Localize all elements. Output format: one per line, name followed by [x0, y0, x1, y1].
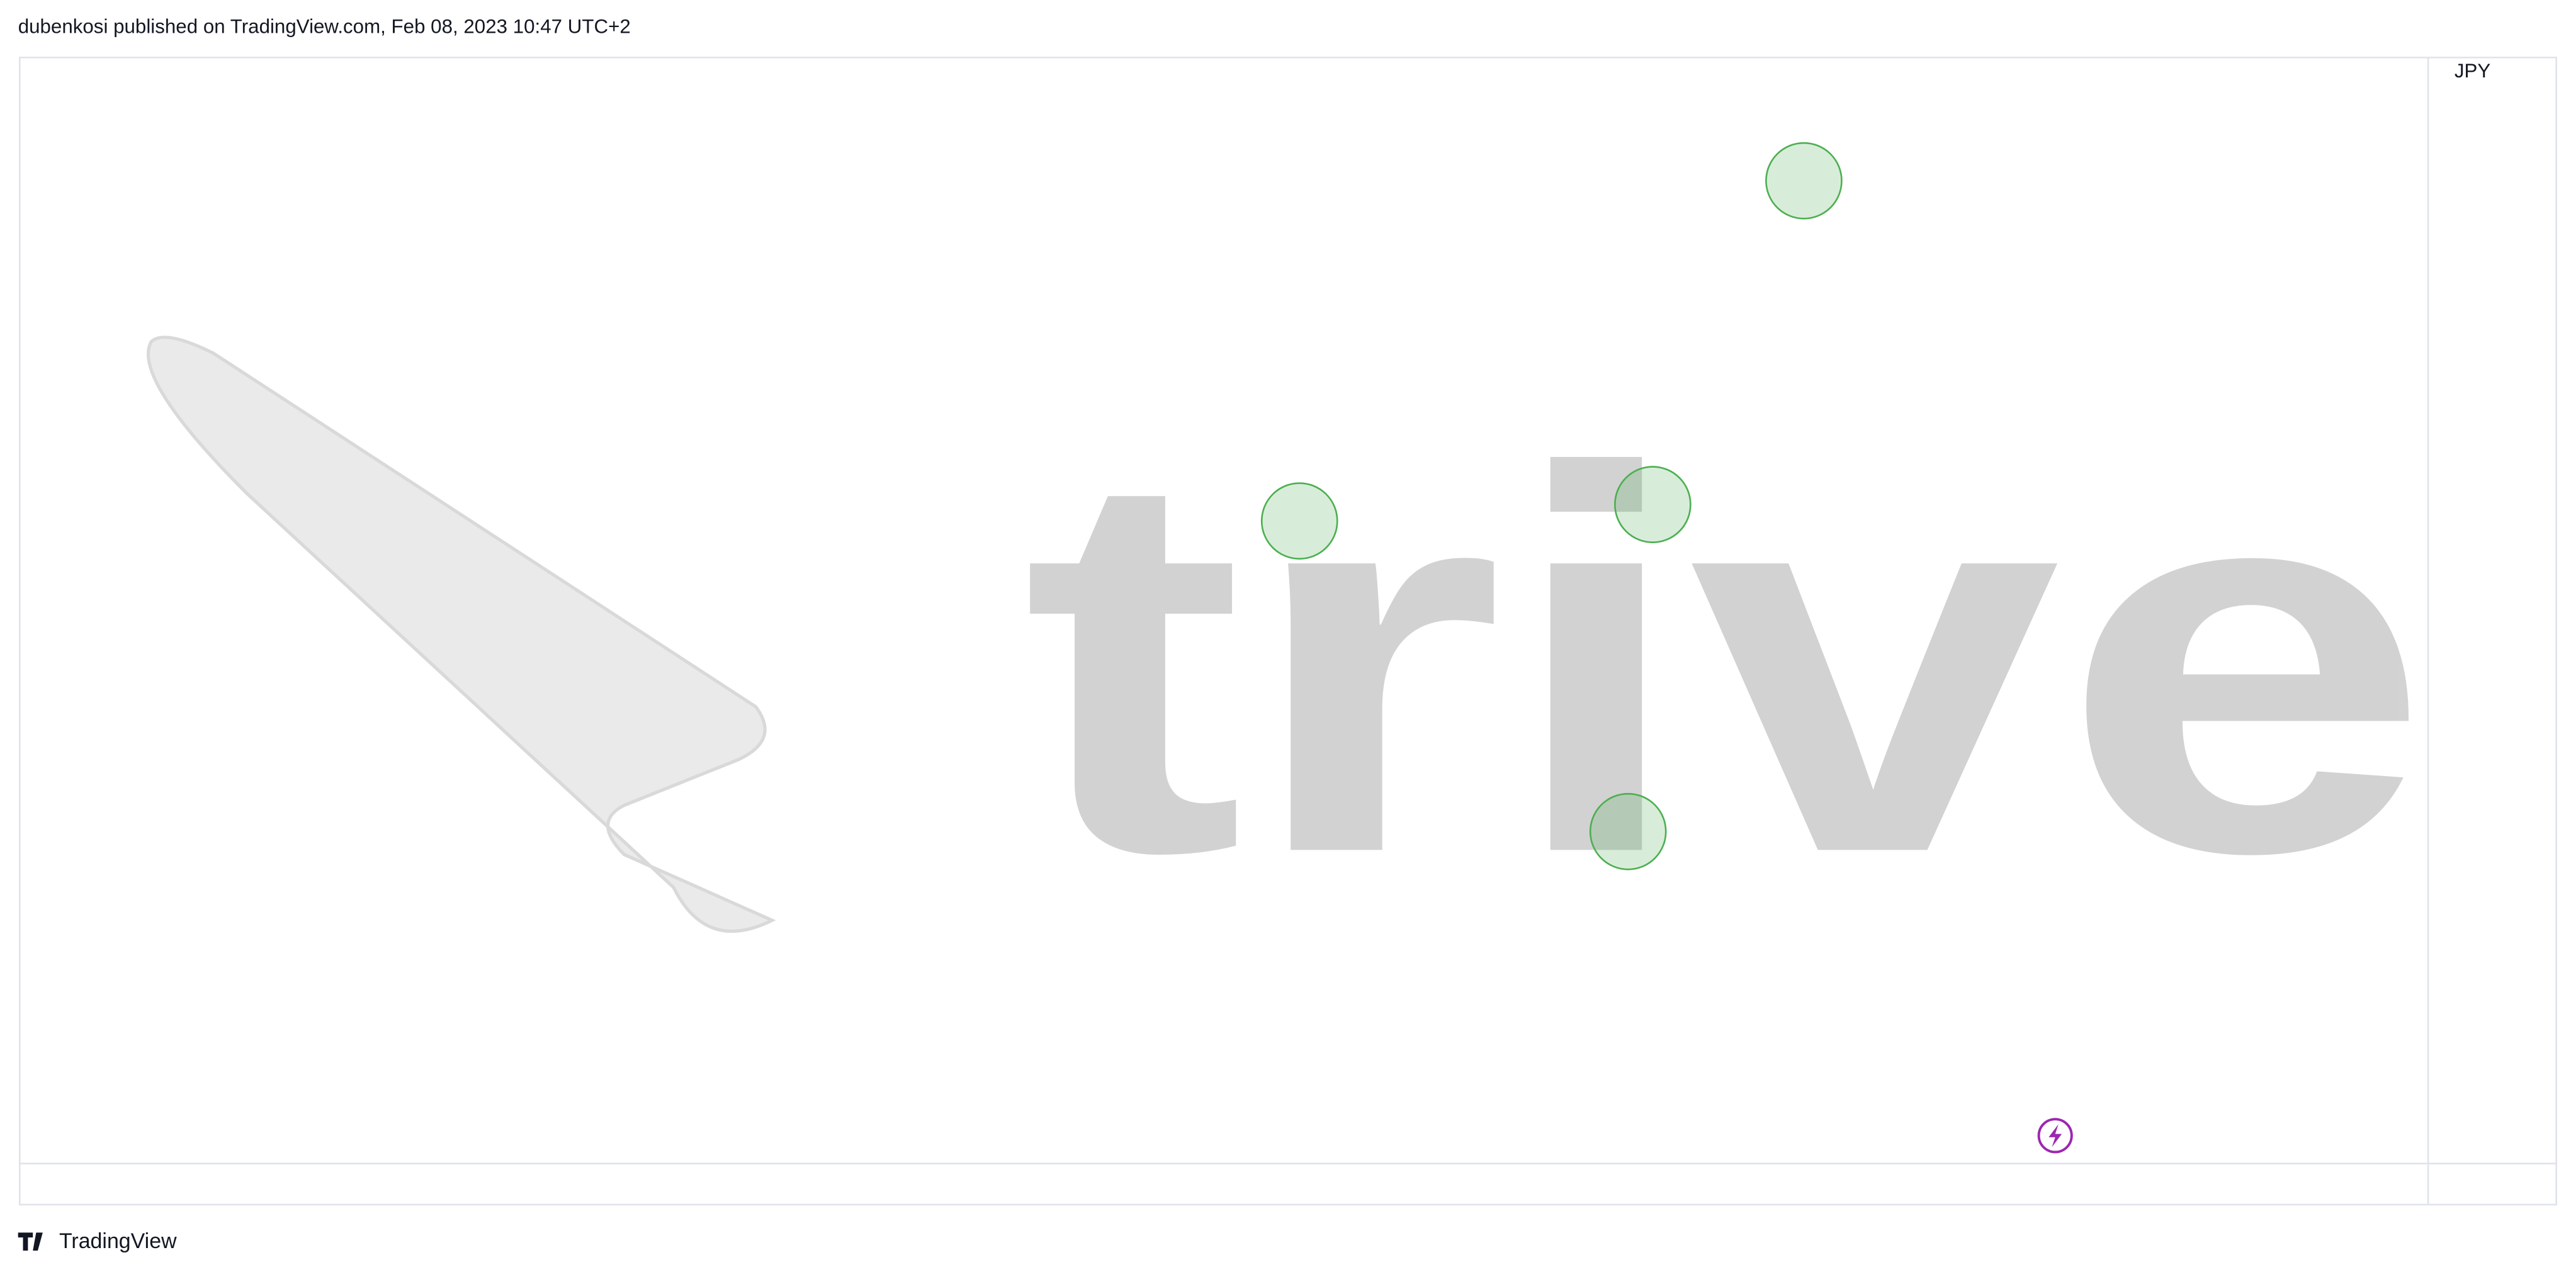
- highlight-circle: [1260, 482, 1338, 560]
- watermark-text: trive: [1022, 359, 2431, 965]
- highlight-circle: [1614, 466, 1692, 543]
- drawings: [1260, 142, 1843, 870]
- watermark-logo: [146, 335, 776, 933]
- currency-label: JPY: [2455, 60, 2491, 82]
- tv-logo: [18, 1232, 43, 1251]
- lightning-glyph: [2048, 1124, 2062, 1147]
- published-line: dubenkosi published on TradingView.com, …: [18, 16, 631, 38]
- brand: TradingView: [59, 1229, 177, 1253]
- watermark: trive: [146, 335, 2431, 965]
- chart-frame: [19, 57, 2557, 1206]
- highlight-circle: [1589, 792, 1667, 870]
- highlight-circle: [1765, 142, 1843, 220]
